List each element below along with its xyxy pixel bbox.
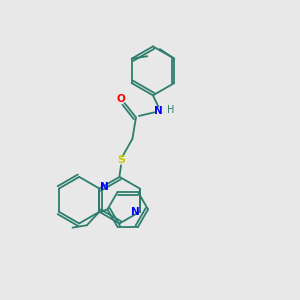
Text: N: N: [100, 182, 109, 192]
Text: S: S: [117, 155, 125, 166]
Text: N: N: [130, 207, 139, 218]
Text: O: O: [117, 94, 125, 104]
Text: H: H: [167, 105, 175, 115]
Text: N: N: [154, 106, 163, 116]
